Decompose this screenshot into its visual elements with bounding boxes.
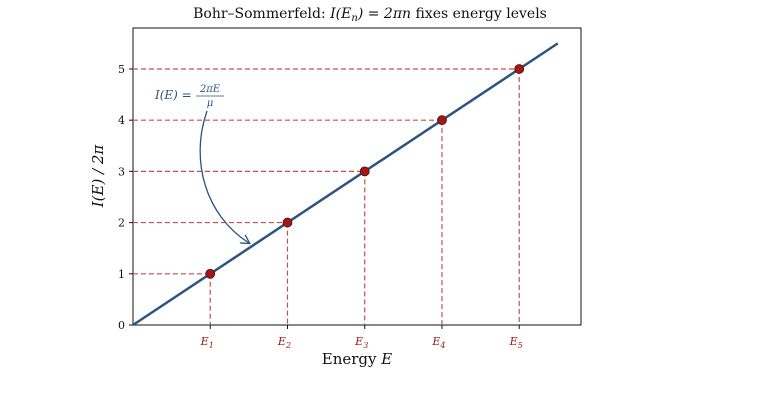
x-tick-label-5: E5 xyxy=(509,335,523,350)
level-point-3 xyxy=(359,166,370,177)
series-line-1 xyxy=(132,42,559,327)
annotation-denominator: μ xyxy=(207,98,214,109)
annotation-numerator: 2πE xyxy=(199,84,221,95)
y-tick-label-4: 4 xyxy=(118,114,125,127)
x-tick-label-2: E2 xyxy=(277,335,291,350)
x-axis-label: Energy E xyxy=(322,350,393,368)
y-tick-label-5: 5 xyxy=(118,63,125,76)
y-tick-label-0: 0 xyxy=(118,319,125,332)
level-point-4 xyxy=(437,115,447,126)
y-tick-label-3: 3 xyxy=(118,165,125,178)
y-tick-label-2: 2 xyxy=(118,217,125,230)
annotation-formula: I(E) = 2πE μ xyxy=(154,84,249,243)
level-point-5 xyxy=(514,64,525,74)
annotation-lhs: I(E) = xyxy=(154,88,192,102)
x-axis: E1 E2 E3 E4 E5 xyxy=(200,325,523,350)
level-points xyxy=(205,64,525,279)
y-tick-label-1: 1 xyxy=(118,268,125,281)
annotation-arrow xyxy=(199,110,249,243)
plot-area xyxy=(132,27,582,326)
level-guides xyxy=(133,68,520,325)
level-point-2 xyxy=(282,217,293,228)
y-axis: 0 1 2 3 4 5 xyxy=(118,63,133,332)
x-tick-label-4: E4 xyxy=(431,335,445,350)
chart-title: Bohr–Sommerfeld: I(En) = 2πn fixes energ… xyxy=(193,6,547,24)
series-layer xyxy=(132,42,559,327)
y-axis-label: I(E) / 2π xyxy=(89,144,107,209)
x-tick-label-1: E1 xyxy=(200,335,214,350)
x-tick-label-3: E3 xyxy=(354,335,368,350)
level-point-1 xyxy=(205,268,216,279)
